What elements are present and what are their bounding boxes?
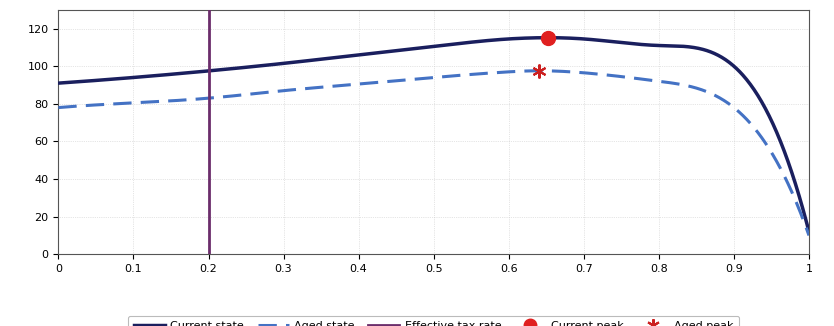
Legend: Current state, Aged state, Effective tax rate, Current peak, Aged peak: Current state, Aged state, Effective tax… (128, 316, 739, 326)
